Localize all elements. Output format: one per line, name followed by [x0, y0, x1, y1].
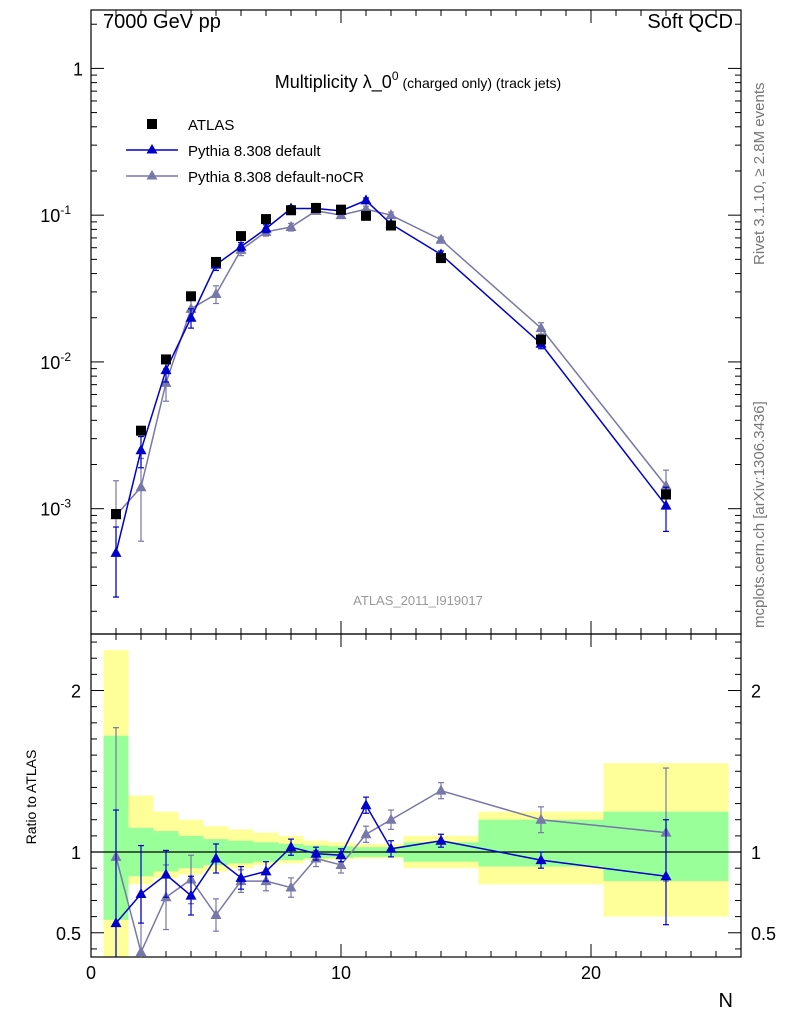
plot-title-main: Multiplicity λ_0 — [275, 72, 392, 93]
ratio-point-default — [360, 799, 372, 810]
data-point-default — [235, 240, 247, 251]
data-point-default — [110, 546, 122, 557]
data-point-atlas — [386, 220, 396, 231]
ratio-point-nocr — [285, 881, 297, 892]
ratio-point-default — [660, 870, 672, 881]
data-point-default — [260, 222, 272, 233]
y-tick-label: 1 — [73, 59, 83, 79]
x-tick-label: 0 — [86, 963, 96, 983]
data-point-atlas — [661, 489, 671, 500]
ratio-point-default — [135, 888, 147, 899]
ratio-point-default — [310, 847, 322, 858]
data-point-nocr — [135, 481, 147, 492]
data-point-atlas — [436, 253, 446, 264]
data-point-nocr — [285, 221, 297, 232]
ratio-plot: 0 10 20 0.5 0.5 1 1 2 2 — [56, 633, 776, 983]
data-point-atlas — [536, 334, 546, 345]
data-point-default — [360, 194, 372, 205]
data-point-nocr — [535, 322, 547, 333]
data-point-nocr — [385, 209, 397, 220]
side-label-rivet: Rivet 3.1.10, ≥ 2.8M events — [751, 83, 768, 266]
ratio-ylabel: Ratio to ATLAS — [23, 750, 39, 845]
ratio-point-default — [260, 865, 272, 876]
plot-title-sup: 0 — [392, 69, 399, 83]
x-tick-label: 20 — [581, 963, 601, 983]
ratio-point-default — [385, 842, 397, 853]
ratio-point-default — [110, 917, 122, 928]
ratio-point-default — [235, 871, 247, 882]
data-point-atlas — [336, 204, 346, 215]
side-label-mcplots: mcplots.cern.ch [arXiv:1306.3436] — [751, 401, 768, 628]
data-point-default — [185, 311, 197, 322]
watermark: ATLAS_2011_I919017 — [353, 593, 483, 608]
y-tick-label: 10-3 — [40, 497, 71, 520]
y-tick-label: 10-2 — [40, 350, 71, 373]
plot-title: Multiplicity λ_00 (charged only) (track j… — [275, 69, 561, 93]
data-point-atlas — [361, 210, 371, 221]
ratio-point-default — [160, 868, 172, 879]
series-line-nocr — [115, 208, 667, 516]
data-point-default — [160, 364, 172, 375]
data-point-default — [135, 444, 147, 455]
ratio-y-tick-label-right: 0.5 — [751, 924, 776, 944]
data-point-atlas — [161, 354, 171, 365]
legend-label-atlas: ATLAS — [188, 117, 234, 134]
ratio-point-default — [535, 854, 547, 865]
ratio-point-default — [285, 841, 297, 852]
ratio-point-nocr — [435, 784, 447, 795]
legend-label-nocr: Pythia 8.308 default-noCR — [188, 169, 364, 186]
data-point-atlas — [111, 508, 121, 519]
legend-marker-default — [146, 144, 158, 154]
legend-marker-atlas — [147, 119, 157, 129]
ratio-y-tick-label: 0.5 — [56, 924, 81, 944]
header-left: 7000 GeV pp — [103, 11, 221, 33]
plot-title-small: (charged only) (track jets) — [403, 75, 562, 91]
data-point-nocr — [210, 288, 222, 299]
x-axis-label: N — [719, 990, 733, 1012]
ratio-point-nocr — [360, 828, 372, 839]
data-point-atlas — [186, 291, 196, 302]
data-point-atlas — [286, 205, 296, 216]
legend: ATLAS Pythia 8.308 default Pythia 8.308 … — [126, 117, 364, 186]
data-point-atlas — [311, 202, 321, 213]
data-point-atlas — [236, 231, 246, 242]
x-tick-label: 10 — [331, 963, 351, 983]
legend-label-default: Pythia 8.308 default — [188, 143, 321, 160]
data-point-atlas — [211, 256, 221, 267]
series-line-default — [115, 199, 667, 554]
data-point-nocr — [435, 233, 447, 244]
ratio-point-default — [435, 834, 447, 845]
ratio-point-nocr — [385, 813, 397, 824]
legend-marker-nocr — [146, 170, 158, 180]
ratio-point-default — [185, 889, 197, 900]
ratio-y-tick-label: 1 — [71, 843, 81, 863]
data-point-default — [660, 499, 672, 510]
y-tick-label: 10-1 — [40, 203, 71, 226]
ratio-point-default — [210, 852, 222, 863]
ratio-y-tick-label: 2 — [71, 682, 81, 702]
data-point-nocr — [360, 203, 372, 214]
main-plot: 10-3 10-2 10-1 1 — [40, 9, 742, 635]
data-point-atlas — [136, 425, 146, 436]
data-point-atlas — [261, 214, 271, 225]
ratio-point-nocr — [135, 946, 147, 957]
ratio-y-tick-label-right: 1 — [751, 843, 761, 863]
ratio-y-tick-label-right: 2 — [751, 682, 761, 702]
header-right: Soft QCD — [647, 11, 733, 33]
ratio-point-nocr — [210, 909, 222, 920]
ratio-point-default — [335, 849, 347, 860]
ratio-point-nocr — [535, 813, 547, 824]
ratio-point-nocr — [335, 858, 347, 869]
